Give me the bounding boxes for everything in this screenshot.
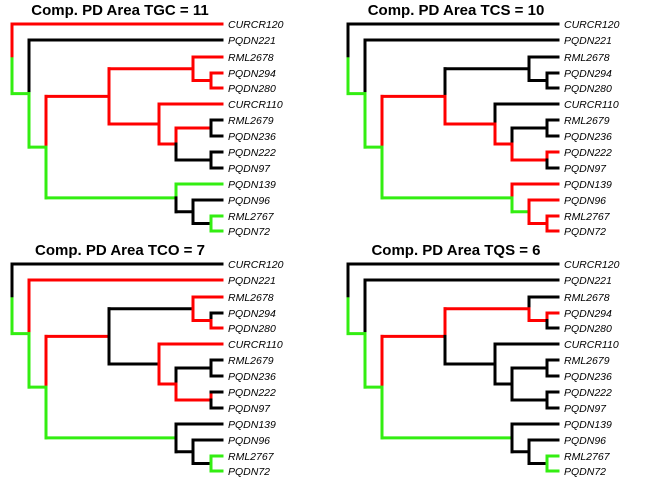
tip-label: PQDN236 bbox=[228, 371, 276, 383]
tip-label: PQDN97 bbox=[228, 163, 271, 175]
tip-label: PQDN139 bbox=[228, 419, 276, 431]
tip-label: CURCR120 bbox=[564, 259, 620, 271]
tip-label: RML2678 bbox=[564, 292, 610, 304]
tip-label: RML2678 bbox=[564, 52, 610, 64]
tip-label: PQDN97 bbox=[564, 403, 607, 415]
tip-label: PQDN236 bbox=[564, 131, 612, 143]
tip-label: PQDN280 bbox=[564, 83, 612, 95]
tip-label: CURCR110 bbox=[564, 99, 619, 111]
panel-title: Comp. PD Area TQS = 6 bbox=[371, 242, 540, 259]
tip-label: PQDN222 bbox=[228, 147, 276, 159]
tip-label: PQDN222 bbox=[228, 387, 276, 399]
tip-label: PQDN139 bbox=[564, 179, 612, 191]
tip-label: RML2767 bbox=[564, 451, 611, 463]
tip-label: PQDN72 bbox=[564, 226, 606, 238]
tip-label: RML2678 bbox=[228, 52, 274, 64]
tip-label: CURCR110 bbox=[228, 99, 283, 111]
tip-label: PQDN294 bbox=[564, 68, 612, 80]
tip-label: PQDN221 bbox=[564, 275, 612, 287]
tip-label: PQDN97 bbox=[228, 403, 271, 415]
panel-title: Comp. PD Area TCS = 10 bbox=[368, 2, 545, 19]
tip-label: RML2767 bbox=[228, 451, 275, 463]
tip-label: RML2679 bbox=[228, 355, 274, 367]
tip-label: PQDN280 bbox=[228, 323, 276, 335]
tip-label: PQDN97 bbox=[564, 163, 607, 175]
tip-label: PQDN294 bbox=[564, 308, 612, 320]
tip-label: RML2767 bbox=[228, 211, 275, 223]
tip-label: PQDN72 bbox=[228, 466, 270, 478]
tip-label: PQDN139 bbox=[228, 179, 276, 191]
panel-title: Comp. PD Area TCO = 7 bbox=[35, 242, 205, 259]
tip-label: RML2679 bbox=[564, 355, 610, 367]
tip-label: PQDN96 bbox=[228, 435, 270, 447]
tip-label: PQDN221 bbox=[228, 275, 276, 287]
tip-label: CURCR120 bbox=[228, 19, 284, 31]
tip-label: PQDN221 bbox=[228, 35, 276, 47]
tip-label: PQDN72 bbox=[564, 466, 606, 478]
tree-panel: Comp. PD Area TQS = 6 CURCR120 PQDN221 RML2… bbox=[346, 242, 620, 478]
tip-label: PQDN72 bbox=[228, 226, 270, 238]
tip-label: RML2767 bbox=[564, 211, 611, 223]
tip-label: PQDN221 bbox=[564, 35, 612, 47]
tip-label: PQDN222 bbox=[564, 147, 612, 159]
tip-label: CURCR110 bbox=[564, 339, 619, 351]
tip-label: PQDN236 bbox=[228, 131, 276, 143]
tip-label: CURCR110 bbox=[228, 339, 283, 351]
tip-label: CURCR120 bbox=[228, 259, 284, 271]
tip-label: PQDN294 bbox=[228, 68, 276, 80]
tip-label: PQDN280 bbox=[564, 323, 612, 335]
tip-label: PQDN96 bbox=[228, 195, 270, 207]
tip-label: RML2679 bbox=[564, 115, 610, 127]
tip-label: PQDN96 bbox=[564, 195, 606, 207]
tip-label: PQDN236 bbox=[564, 371, 612, 383]
tip-label: RML2679 bbox=[228, 115, 274, 127]
tip-label: RML2678 bbox=[228, 292, 274, 304]
tip-label: CURCR120 bbox=[564, 19, 620, 31]
tip-label: PQDN222 bbox=[564, 387, 612, 399]
tip-label: PQDN280 bbox=[228, 83, 276, 95]
tip-label: PQDN294 bbox=[228, 308, 276, 320]
tree-panel: Comp. PD Area TCO = 7 CURCR120 PQDN221 RML2… bbox=[10, 242, 284, 478]
tree-panel: Comp. PD Area TGC = 11 CURCR120 PQDN221 RML… bbox=[10, 2, 284, 238]
tip-label: PQDN139 bbox=[564, 419, 612, 431]
tip-label: PQDN96 bbox=[564, 435, 606, 447]
tree-panel: Comp. PD Area TCS = 10 CURCR120 PQDN221 RML… bbox=[346, 2, 620, 238]
panel-title: Comp. PD Area TGC = 11 bbox=[31, 2, 208, 19]
